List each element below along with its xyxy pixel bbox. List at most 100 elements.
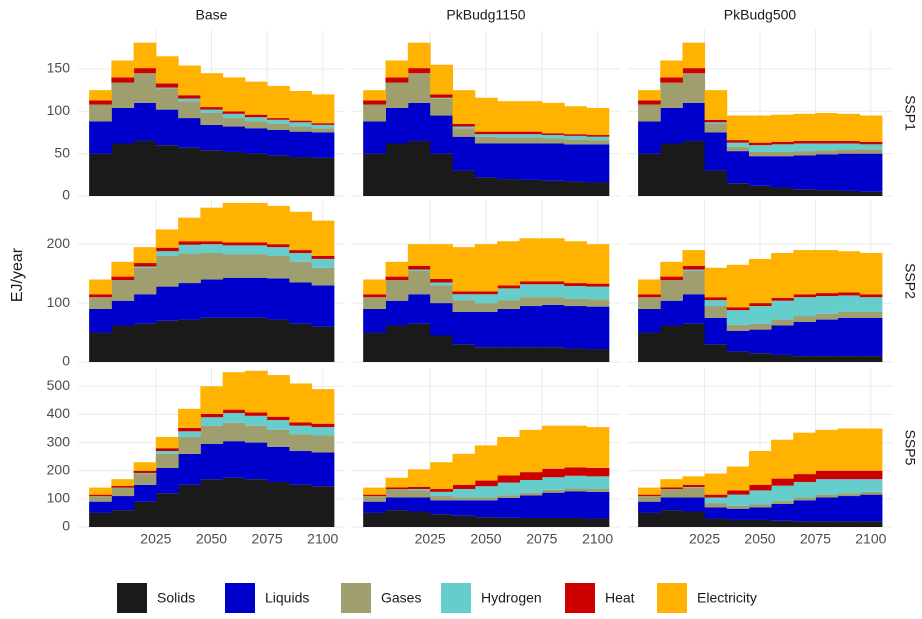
area-step — [748, 115, 772, 143]
area-step — [289, 250, 313, 254]
area-step — [859, 521, 883, 527]
x-tick-label: 2100 — [855, 531, 886, 547]
area-step — [111, 325, 135, 362]
y-axis-title: EJ/year — [9, 247, 26, 302]
area-step — [89, 294, 112, 298]
area-step — [430, 489, 453, 492]
area-step — [497, 495, 520, 499]
area-step — [497, 134, 520, 138]
area-step — [519, 480, 543, 493]
area-step — [267, 255, 290, 279]
area-step — [111, 496, 135, 511]
area-step — [89, 501, 112, 513]
area-step — [859, 191, 883, 196]
area-step — [267, 129, 290, 156]
area-step — [289, 131, 313, 158]
area-step — [704, 518, 728, 527]
area-step — [771, 253, 794, 298]
y-tick-label: 0 — [62, 518, 70, 534]
area-step — [155, 255, 179, 287]
area-step — [385, 261, 409, 277]
area-step — [452, 484, 476, 490]
area-step — [519, 472, 543, 481]
area-step — [311, 128, 335, 133]
area-step — [815, 296, 839, 314]
area-step — [200, 109, 224, 113]
area-step — [267, 85, 290, 119]
area-step — [452, 170, 476, 196]
area-step — [586, 244, 610, 284]
area-step — [222, 254, 246, 278]
area-step — [859, 144, 883, 150]
area-step — [133, 323, 157, 362]
area-step — [474, 131, 498, 135]
area-step — [385, 510, 409, 527]
area-step — [200, 107, 224, 110]
area-step — [726, 307, 750, 311]
area-step — [704, 473, 728, 495]
area-step — [267, 319, 290, 362]
area-step — [111, 60, 135, 78]
area-step — [363, 332, 386, 362]
area-step — [111, 487, 135, 497]
area-step — [155, 493, 179, 527]
area-step — [200, 113, 224, 125]
y-tick-label: 300 — [47, 433, 71, 449]
area-step — [638, 121, 661, 154]
area-step — [200, 207, 224, 242]
area-step — [726, 310, 750, 325]
area-step — [178, 217, 201, 242]
area-step — [200, 425, 224, 444]
area-step — [267, 124, 290, 130]
area-step — [222, 372, 246, 410]
area-step — [200, 479, 224, 527]
area-step — [638, 279, 661, 295]
y-tick-label: 0 — [62, 187, 70, 203]
area-step — [586, 136, 610, 141]
area-step — [244, 254, 268, 278]
area-step — [363, 494, 386, 497]
area-step — [430, 335, 453, 362]
area-step — [244, 425, 268, 443]
row-label: SSP2 — [902, 263, 918, 299]
area-step — [541, 347, 565, 362]
area-step — [497, 498, 520, 518]
area-step — [704, 90, 728, 120]
area-step — [748, 145, 772, 152]
area-step — [771, 503, 794, 521]
area-step — [748, 151, 772, 157]
area-step — [222, 477, 246, 527]
area-step — [200, 386, 224, 414]
x-tick-label: 2050 — [470, 531, 501, 547]
area-step — [474, 497, 498, 501]
area-step — [519, 134, 543, 138]
area-step — [726, 264, 750, 308]
area-step — [815, 497, 839, 522]
area-step — [519, 284, 543, 298]
area-step — [815, 470, 839, 480]
area-step — [638, 294, 661, 298]
column-label: Base — [196, 7, 228, 23]
area-step — [704, 317, 728, 345]
area-step — [837, 251, 861, 293]
area-step — [682, 140, 706, 196]
area-step — [519, 101, 543, 132]
area-step — [155, 251, 179, 256]
area-step — [771, 114, 794, 142]
panel — [78, 200, 345, 363]
area-step — [452, 291, 476, 295]
area-step — [452, 344, 476, 362]
area-step — [682, 42, 706, 69]
area-step — [222, 202, 246, 243]
area-step — [178, 319, 201, 362]
area-step — [497, 143, 520, 180]
area-step — [682, 487, 706, 488]
area-step — [660, 261, 683, 277]
x-tick-label: 2050 — [744, 531, 775, 547]
area-step — [111, 143, 135, 196]
area-step — [430, 244, 453, 279]
area-step — [638, 104, 661, 122]
x-tick-label: 2075 — [252, 531, 283, 547]
area-step — [363, 501, 386, 513]
area-step — [815, 494, 839, 498]
